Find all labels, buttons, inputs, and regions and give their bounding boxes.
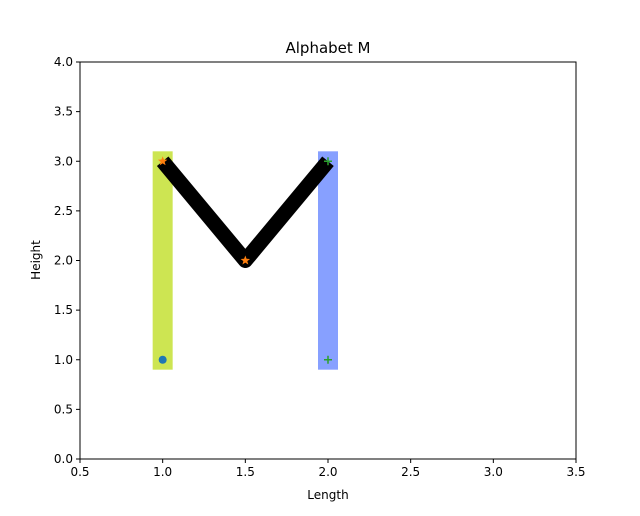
plot-area	[152, 151, 338, 370]
y-tick-label: 1.5	[54, 303, 73, 317]
x-tick-label: 3.0	[484, 465, 503, 479]
y-tick-label: 0.0	[54, 452, 73, 466]
plus-marker	[324, 355, 332, 364]
chart-title: Alphabet M	[286, 39, 371, 57]
y-tick-label: 0.5	[54, 402, 73, 416]
y-tick-label: 4.0	[54, 55, 73, 69]
y-tick-label: 2.0	[54, 254, 73, 268]
x-tick-label: 0.5	[70, 465, 89, 479]
letter-stroke-bar-0	[152, 151, 173, 370]
x-tick-label: 2.5	[401, 465, 420, 479]
x-axis-label: Length	[307, 488, 348, 502]
y-tick-label: 2.5	[54, 204, 73, 218]
star-marker	[157, 156, 168, 166]
y-tick-label: 1.0	[54, 353, 73, 367]
x-tick-label: 1.0	[153, 465, 172, 479]
letter-stroke-bar-1	[318, 151, 338, 370]
axis-ticks: 0.5 1.0 1.5 2.0 2.5 3.0 3.50.00.51.01.52.02.53…	[54, 55, 586, 479]
star-marker	[240, 255, 251, 265]
letter-diagonal-line	[156, 156, 334, 268]
y-tick-label: 3.0	[54, 154, 73, 168]
x-tick-label: 1.5	[236, 465, 255, 479]
y-axis-label: Height	[29, 240, 43, 280]
plus-marker	[324, 157, 332, 166]
x-tick-label: 3.5	[566, 465, 585, 479]
x-tick-label: 2.0	[318, 465, 337, 479]
circle-marker	[158, 355, 167, 364]
y-tick-label: 3.5	[54, 105, 73, 119]
